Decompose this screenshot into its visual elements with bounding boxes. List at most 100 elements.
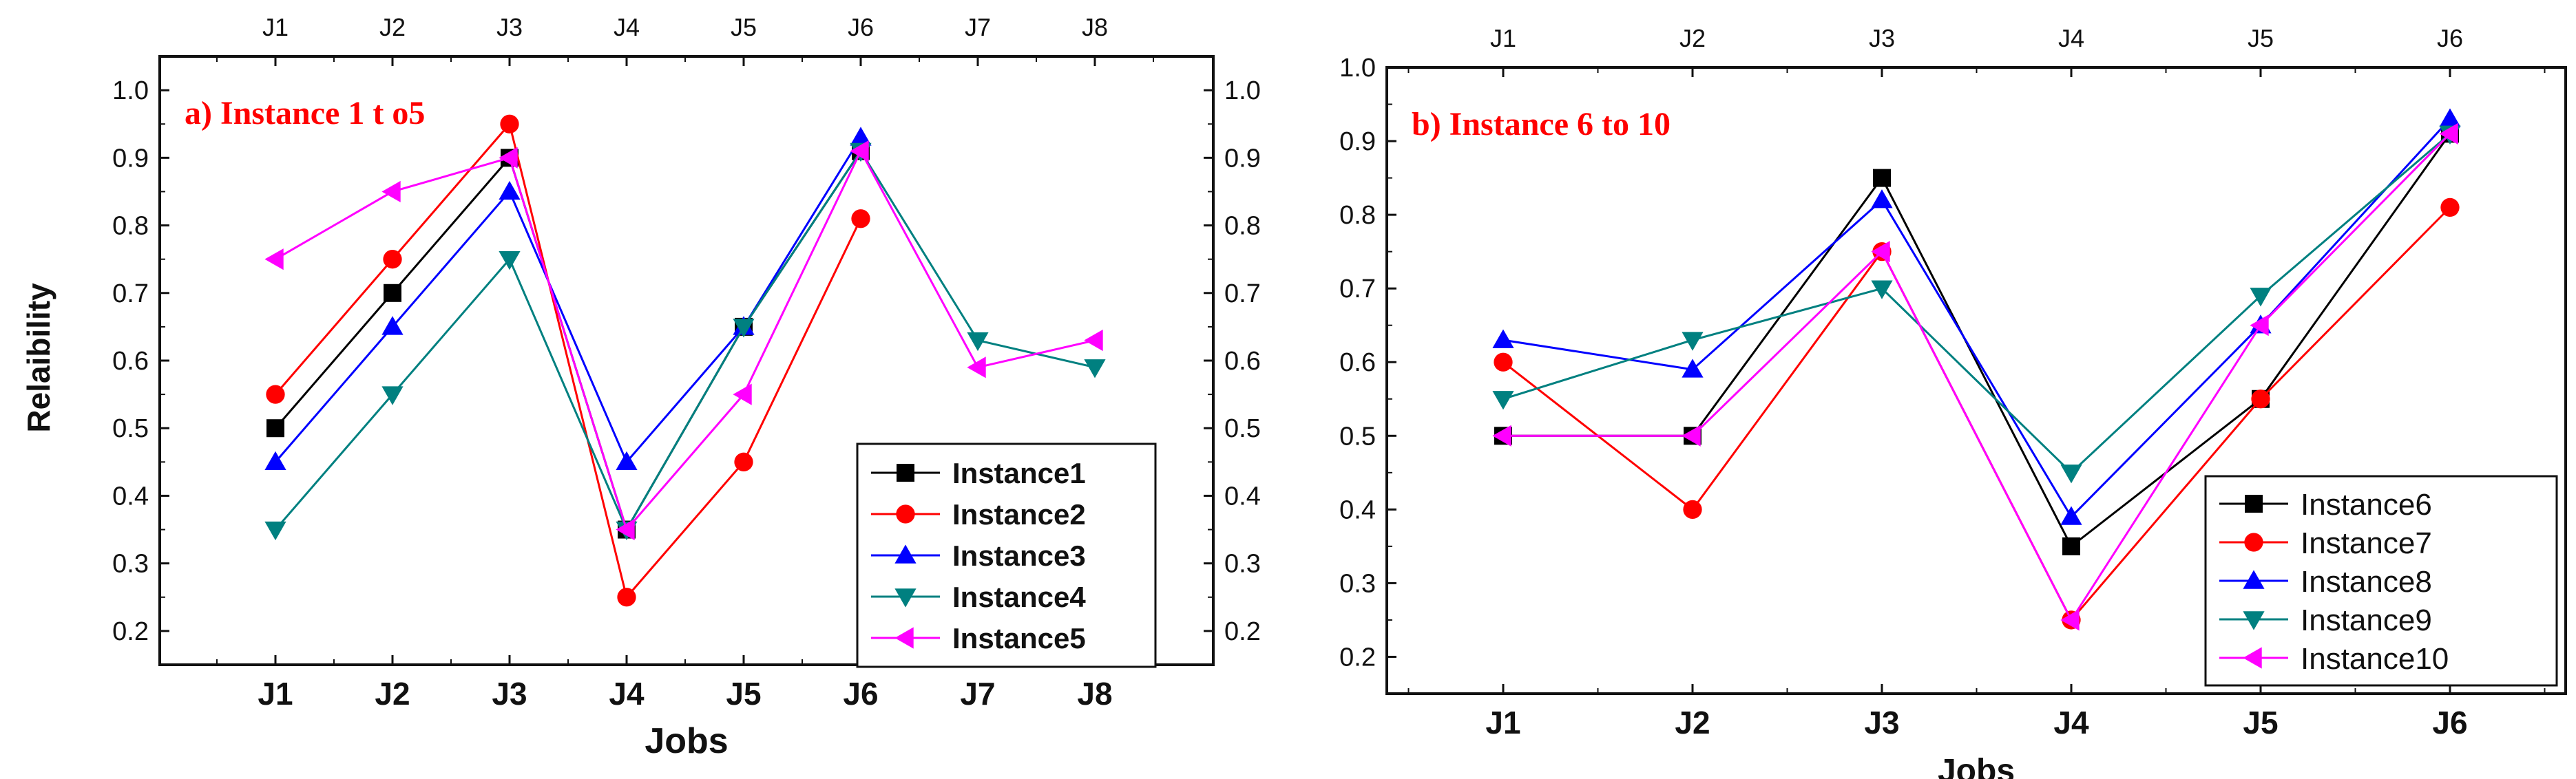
chart-title-b: b) Instance 6 to 10 — [1412, 106, 1671, 142]
data-point-instance5 — [850, 140, 869, 162]
y-tick-label: 0.4 — [112, 482, 149, 511]
data-point-instance4 — [967, 332, 989, 352]
x-top-tick-label: J8 — [1082, 13, 1108, 41]
data-point-instance10 — [2250, 314, 2269, 337]
legend-label: Instance4 — [952, 581, 1086, 613]
series-line-instance2 — [274, 122, 862, 599]
chart-title-a: a) Instance 1 t o5 — [185, 95, 425, 131]
legend-marker-instance7 — [2244, 533, 2263, 552]
x-tick-label: J4 — [2053, 705, 2089, 740]
data-point-instance9 — [2250, 288, 2272, 307]
x-top-tick-label: J4 — [2058, 24, 2084, 52]
series-line-instance5 — [275, 149, 1096, 532]
x-top-tick-label: J1 — [262, 13, 289, 41]
x-top-tick-label: J1 — [1490, 24, 1516, 52]
series-line-instance4 — [274, 149, 1096, 532]
data-point-instance5 — [616, 518, 635, 541]
data-point-instance5 — [499, 147, 518, 169]
y-tick-label: 0.7 — [1339, 275, 1376, 303]
legend-label: Instance6 — [2301, 488, 2432, 522]
data-point-instance9 — [1492, 391, 1514, 410]
y-tick-label: 1.0 — [1339, 54, 1376, 83]
x-top-tick-label: J3 — [1869, 24, 1895, 52]
y-tick-label: 0.2 — [1339, 643, 1376, 672]
x-top-tick-label: J3 — [496, 13, 523, 41]
x-tick-label: J3 — [492, 676, 527, 712]
data-point-instance4 — [1084, 359, 1106, 378]
data-point-instance8 — [1871, 189, 1893, 209]
data-point-instance3 — [381, 316, 404, 335]
data-point-instance10 — [2439, 122, 2458, 145]
y-tick-label: 0.9 — [112, 144, 149, 173]
x-top-tick-label: J4 — [614, 13, 640, 41]
data-point-instance7 — [1494, 352, 1513, 372]
legend-marker-instance4 — [894, 588, 917, 608]
data-point-instance6 — [1873, 169, 1891, 187]
data-point-instance2 — [617, 588, 636, 607]
data-point-instance7 — [1683, 500, 1702, 520]
data-point-instance7 — [2251, 390, 2270, 409]
x-tick-label: J6 — [843, 676, 878, 712]
y-tick-label: 0.5 — [1339, 422, 1376, 451]
y-right-tick-label: 1.0 — [1224, 76, 1261, 105]
data-point-instance10 — [1682, 425, 1701, 447]
x-top-tick-label: J5 — [2248, 24, 2274, 52]
data-point-instance2 — [500, 114, 519, 134]
x-tick-label: J2 — [1675, 705, 1710, 740]
y-right-tick-label: 0.5 — [1224, 414, 1261, 443]
y-tick-label: 0.3 — [112, 550, 149, 579]
y-tick-label: 0.6 — [1339, 348, 1376, 377]
legend-a: Instance1 Instance2 Instance3 Instance4 Inst… — [856, 442, 1157, 668]
y-tick-label: 0.3 — [1339, 569, 1376, 598]
series-line-instance10 — [1503, 133, 2451, 622]
legend-marker-instance6 — [2245, 495, 2263, 513]
chart-panel-a: a) Instance 1 t o5 Jobs Relaibility 0.2 0… — [21, 13, 1261, 761]
y-tick-label: 0.7 — [112, 279, 149, 308]
y-tick-label: 0.6 — [112, 347, 149, 376]
x-tick-label: J1 — [258, 676, 293, 712]
data-point-instance5 — [1084, 329, 1103, 352]
x-tick-label: J5 — [2243, 705, 2278, 740]
data-point-instance4 — [733, 319, 755, 338]
data-point-instance2 — [266, 385, 285, 404]
data-point-instance3 — [850, 127, 872, 146]
legend-label: Instance8 — [2301, 565, 2432, 599]
y-right-tick-label: 0.3 — [1224, 550, 1261, 579]
x-top-tick-label: J6 — [2437, 24, 2463, 52]
data-point-instance9 — [1871, 280, 1893, 299]
y-right-tick-label: 0.2 — [1224, 617, 1261, 646]
legend-label: Instance9 — [2301, 604, 2432, 637]
legend-marker-instance8 — [2243, 570, 2265, 589]
data-point-instance3 — [264, 451, 286, 471]
data-point-instance10 — [1871, 241, 1890, 263]
data-point-instance9 — [2060, 465, 2082, 484]
data-point-instance3 — [616, 451, 638, 471]
legend-label: Instance7 — [2301, 526, 2432, 560]
x-tick-label: J6 — [2432, 705, 2467, 740]
x-tick-label: J8 — [1077, 676, 1112, 712]
y-right-tick-label: 0.6 — [1224, 347, 1261, 376]
x-tick-label: J7 — [960, 676, 995, 712]
legend-marker-instance5 — [894, 627, 914, 649]
y-tick-label: 0.2 — [112, 617, 149, 646]
y-right-tick-label: 0.7 — [1224, 279, 1261, 308]
x-tick-label: J5 — [726, 676, 761, 712]
y-right-tick-label: 0.4 — [1224, 482, 1261, 511]
data-point-instance7 — [2440, 198, 2460, 217]
data-point-instance4 — [499, 250, 521, 270]
legend-label: Instance5 — [952, 622, 1086, 654]
data-point-instance2 — [734, 452, 753, 471]
x-top-tick-label: J7 — [965, 13, 991, 41]
data-point-instance2 — [383, 250, 402, 269]
x-top-tick-label: J2 — [379, 13, 406, 41]
legend-marker-instance9 — [2243, 611, 2265, 630]
legend-label: Instance3 — [952, 540, 1086, 572]
legend-marker-instance2 — [896, 504, 915, 524]
legend-marker-instance1 — [897, 464, 914, 482]
data-point-instance5 — [264, 248, 284, 270]
legend-b: Instance6 Instance7 Instance8 Instance9 Inst… — [2204, 475, 2558, 687]
series-line-instance3 — [274, 137, 862, 465]
data-point-instance6 — [2062, 537, 2080, 555]
y-tick-label: 0.5 — [112, 414, 149, 443]
